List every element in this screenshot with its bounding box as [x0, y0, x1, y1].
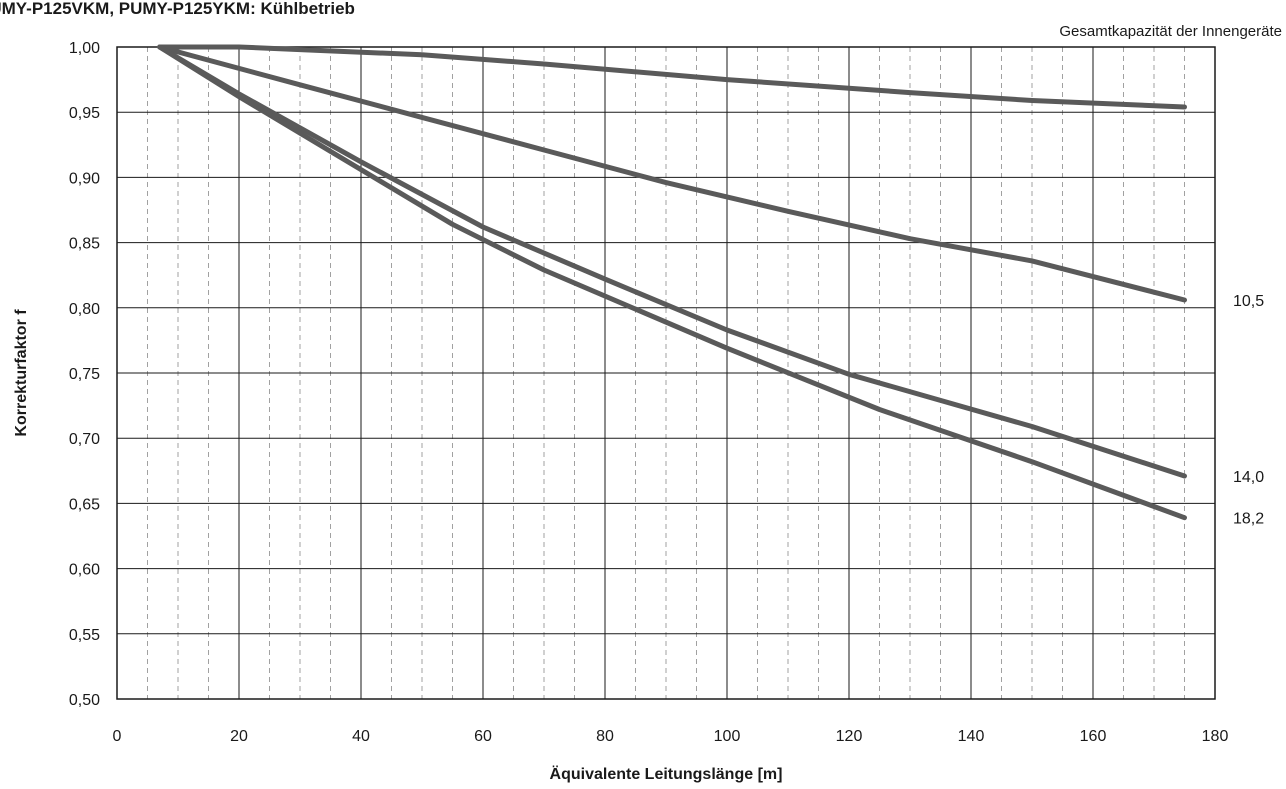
series-line-4 — [157, 44, 1187, 521]
y-tick-label: 0,95 — [69, 105, 100, 122]
series-label: 14,0 — [1233, 469, 1264, 486]
x-axis-ticks: 0 20 40 60 80 100 120 140 160 180 — [113, 728, 1229, 745]
grid — [117, 47, 1215, 699]
series-label: 18,2 — [1233, 511, 1264, 528]
chart-title: PUMY-P125VKM, PUMY-P125YKM: Kühlbetrieb — [0, 0, 355, 18]
x-tick-label: 100 — [714, 728, 741, 745]
y-tick-label: 0,80 — [69, 301, 100, 318]
x-axis-label: Äquivalente Leitungslänge [m] — [550, 765, 783, 783]
y-tick-label: 0,85 — [69, 236, 100, 253]
y-tick-label: 0,65 — [69, 496, 100, 513]
y-tick-label: 0,55 — [69, 627, 100, 644]
x-tick-label: 60 — [474, 728, 492, 745]
y-tick-label: 0,75 — [69, 366, 100, 383]
x-tick-label: 120 — [836, 728, 863, 745]
y-tick-label: 0,60 — [69, 562, 100, 579]
y-tick-label: 1,00 — [69, 40, 100, 57]
series-line-1 — [157, 44, 1187, 110]
series-line-2 — [157, 44, 1187, 303]
x-tick-label: 80 — [596, 728, 614, 745]
y-tick-label: 0,70 — [69, 431, 100, 448]
legend-title: Gesamtkapazität der Innengeräte — [1059, 23, 1282, 40]
x-tick-label: 180 — [1202, 728, 1229, 745]
plot-frame — [116, 46, 1216, 700]
x-tick-label: 140 — [958, 728, 985, 745]
series-lines — [157, 44, 1187, 521]
x-tick-label: 160 — [1080, 728, 1107, 745]
x-tick-label: 40 — [352, 728, 370, 745]
series-label: 10,5 — [1233, 293, 1264, 310]
series-line-3 — [157, 44, 1187, 479]
y-axis-label: Korrekturfaktor f — [13, 309, 30, 437]
y-tick-label: 0,50 — [69, 692, 100, 709]
x-tick-label: 0 — [113, 728, 122, 745]
series-labels: 10,5 14,0 18,2 — [1233, 293, 1264, 528]
x-tick-label: 20 — [230, 728, 248, 745]
y-tick-label: 0,90 — [69, 170, 100, 187]
y-axis-ticks: 0,50 0,55 0,60 0,65 0,70 0,75 0,80 0,85 0,90 0,95… — [69, 40, 100, 709]
